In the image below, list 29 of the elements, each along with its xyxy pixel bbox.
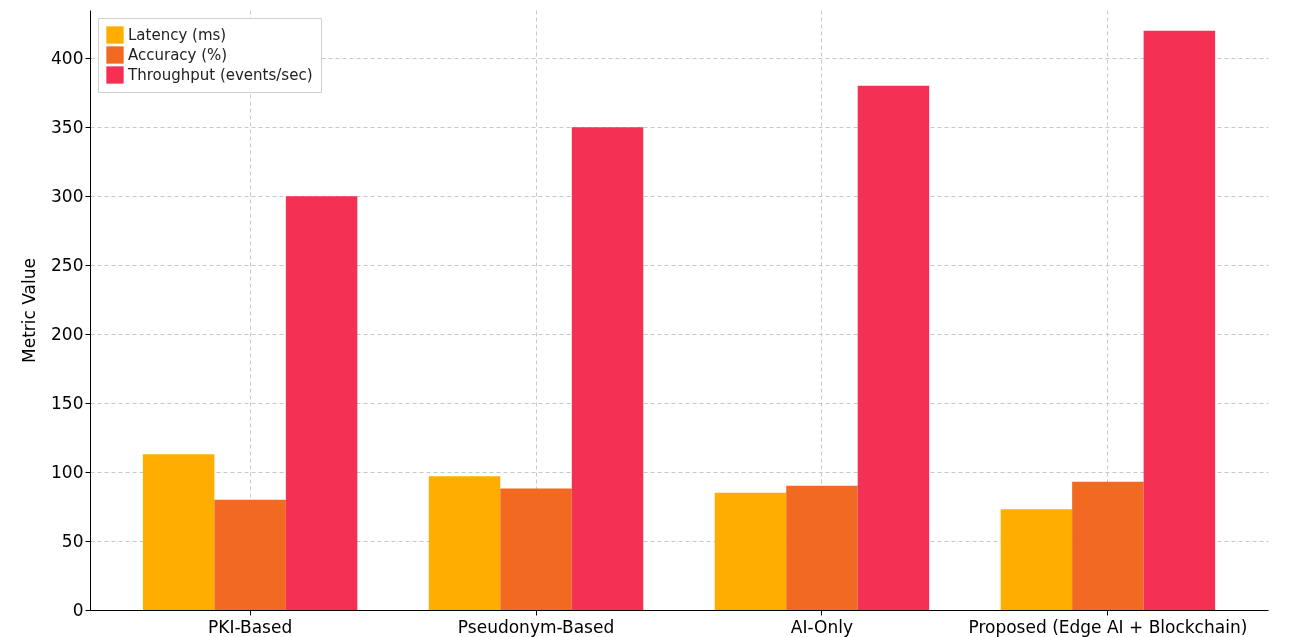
bar bbox=[714, 492, 787, 610]
x-tick-label: AI-Only bbox=[790, 616, 854, 637]
x-tick-label: Proposed (Edge AI + Blockchain) bbox=[968, 616, 1248, 637]
y-tick-label: 100 bbox=[51, 461, 84, 482]
y-tick-label: 400 bbox=[51, 47, 84, 68]
y-tick-label: 350 bbox=[51, 116, 84, 137]
legend-label: Latency (ms) bbox=[128, 26, 227, 44]
bar bbox=[1143, 30, 1216, 610]
y-tick-label: 300 bbox=[51, 185, 84, 206]
bar bbox=[285, 196, 358, 610]
x-tick-label: Pseudonym-Based bbox=[457, 616, 615, 637]
y-tick-label: 200 bbox=[51, 323, 84, 344]
bar bbox=[1072, 481, 1144, 610]
bar bbox=[857, 85, 930, 610]
y-tick-label: 0 bbox=[72, 599, 84, 620]
bar bbox=[142, 454, 215, 610]
legend-label: Throughput (events/sec) bbox=[127, 66, 313, 84]
bar bbox=[571, 127, 644, 610]
bar bbox=[786, 485, 858, 610]
y-axis-title: Metric Value bbox=[19, 258, 40, 363]
y-tick-label: 250 bbox=[51, 254, 84, 275]
x-tick-label: PKI-Based bbox=[208, 616, 293, 637]
bar bbox=[500, 488, 572, 610]
bar bbox=[428, 476, 501, 610]
bar bbox=[214, 499, 286, 610]
legend-label: Accuracy (%) bbox=[128, 46, 228, 64]
y-tick-label: 50 bbox=[61, 530, 84, 551]
y-tick-label: 150 bbox=[51, 392, 84, 413]
bar bbox=[1000, 509, 1073, 610]
